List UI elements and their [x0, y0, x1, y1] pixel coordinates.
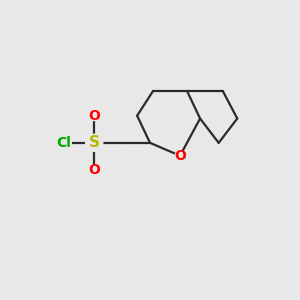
Circle shape: [89, 111, 99, 121]
Text: O: O: [174, 149, 186, 163]
Circle shape: [89, 165, 99, 175]
Text: O: O: [88, 109, 100, 123]
Circle shape: [85, 134, 103, 152]
Circle shape: [57, 136, 71, 150]
Text: S: S: [89, 135, 100, 150]
Text: O: O: [88, 163, 100, 177]
Circle shape: [175, 151, 185, 160]
Text: Cl: Cl: [57, 136, 72, 150]
